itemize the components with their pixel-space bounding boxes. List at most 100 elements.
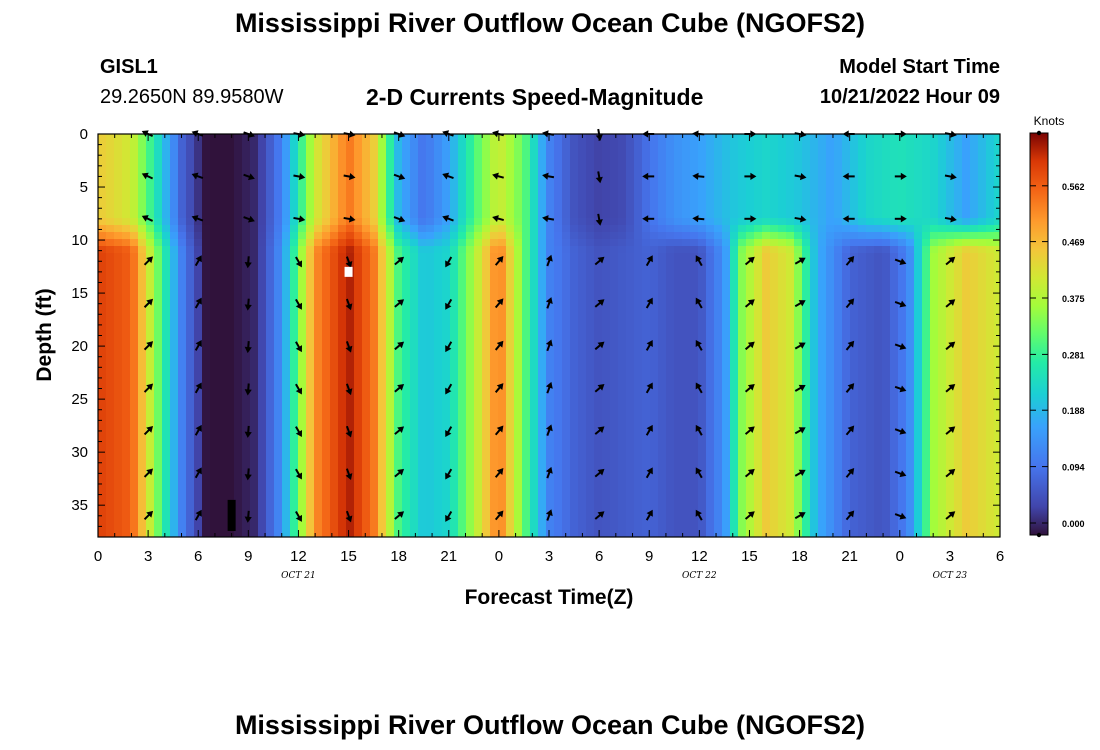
heatmap-cell	[162, 225, 171, 233]
heatmap-cell	[162, 239, 171, 247]
heatmap-cell	[506, 351, 515, 359]
heatmap-cell	[362, 288, 371, 296]
heatmap-cell	[722, 288, 731, 296]
heatmap-cell	[762, 295, 771, 303]
heatmap-cell	[154, 351, 163, 359]
heatmap-cell	[434, 225, 443, 233]
heatmap-cell	[370, 302, 379, 310]
heatmap-cell	[226, 393, 235, 401]
heatmap-cell	[250, 316, 259, 324]
heatmap-cell	[306, 295, 315, 303]
heatmap-cell	[122, 162, 131, 170]
heatmap-cell	[562, 302, 571, 310]
heatmap-cell	[762, 344, 771, 352]
heatmap-cell	[730, 379, 739, 387]
heatmap-cell	[282, 232, 291, 240]
heatmap-cell	[626, 148, 635, 156]
heatmap-cell	[202, 484, 211, 492]
heatmap-cell	[386, 246, 395, 254]
heatmap-cell	[290, 491, 299, 499]
heatmap-cell	[354, 442, 363, 450]
heatmap-cell	[106, 246, 115, 254]
heatmap-cell	[514, 477, 523, 485]
heatmap-cell	[218, 386, 227, 394]
heatmap-cell	[458, 477, 467, 485]
heatmap-cell	[338, 309, 347, 317]
heatmap-cell	[634, 435, 643, 443]
heatmap-cell	[330, 253, 339, 261]
heatmap-cell	[186, 211, 195, 219]
heatmap-cell	[762, 162, 771, 170]
heatmap-cell	[754, 421, 763, 429]
heatmap-cell	[402, 463, 411, 471]
heatmap-cell	[522, 183, 531, 191]
heatmap-cell	[234, 141, 243, 149]
heatmap-cell	[362, 162, 371, 170]
heatmap-cell	[570, 239, 579, 247]
heatmap-cell	[146, 218, 155, 226]
heatmap-cell	[170, 526, 179, 534]
heatmap-cell	[370, 204, 379, 212]
heatmap-cell	[282, 218, 291, 226]
heatmap-cell	[162, 533, 171, 538]
heatmap-cell	[498, 169, 507, 177]
heatmap-cell	[426, 456, 435, 464]
heatmap-cell	[762, 239, 771, 247]
heatmap-cell	[706, 281, 715, 289]
heatmap-cell	[426, 498, 435, 506]
heatmap	[98, 134, 1001, 538]
heatmap-cell	[370, 323, 379, 331]
heatmap-cell	[138, 519, 147, 527]
heatmap-cell	[114, 386, 123, 394]
heatmap-cell	[706, 183, 715, 191]
heatmap-cell	[410, 526, 419, 534]
heatmap-cell	[226, 533, 235, 538]
heatmap-cell	[562, 351, 571, 359]
heatmap-cell	[586, 372, 595, 380]
heatmap-cell	[554, 169, 563, 177]
heatmap-cell	[290, 386, 299, 394]
heatmap-cell	[338, 197, 347, 205]
heatmap-cell	[474, 358, 483, 366]
heatmap-cell	[778, 337, 787, 345]
heatmap-cell	[562, 169, 571, 177]
heatmap-cell	[530, 414, 539, 422]
heatmap-cell	[130, 344, 139, 352]
heatmap-cell	[346, 484, 355, 492]
heatmap-cell	[746, 365, 755, 373]
heatmap-cell	[106, 533, 115, 538]
heatmap-cell	[442, 155, 451, 163]
heatmap-cell	[210, 239, 219, 247]
heatmap-cell	[690, 484, 699, 492]
heatmap-cell	[178, 155, 187, 163]
heatmap-cell	[722, 190, 731, 198]
heatmap-cell	[554, 309, 563, 317]
heatmap-cell	[258, 295, 267, 303]
heatmap-cell	[458, 337, 467, 345]
heatmap-cell	[650, 400, 659, 408]
heatmap-cell	[194, 148, 203, 156]
heatmap-cell	[530, 484, 539, 492]
heatmap-cell	[162, 470, 171, 478]
heatmap-cell	[218, 295, 227, 303]
heatmap-cell	[202, 526, 211, 534]
heatmap-cell	[122, 253, 131, 261]
heatmap-cell	[122, 267, 131, 275]
heatmap-cell	[714, 505, 723, 513]
heatmap-cell	[706, 393, 715, 401]
heatmap-cell	[330, 211, 339, 219]
heatmap-cell	[378, 218, 387, 226]
heatmap-cell	[210, 512, 219, 520]
heatmap-cell	[330, 421, 339, 429]
heatmap-cell	[338, 274, 347, 282]
heatmap-cell	[226, 232, 235, 240]
heatmap-cell	[682, 491, 691, 499]
heatmap-cell	[410, 477, 419, 485]
heatmap-cell	[266, 442, 275, 450]
heatmap-cell	[706, 379, 715, 387]
heatmap-cell	[586, 323, 595, 331]
heatmap-cell	[602, 169, 611, 177]
heatmap-cell	[674, 239, 683, 247]
heatmap-cell	[650, 414, 659, 422]
heatmap-cell	[386, 295, 395, 303]
